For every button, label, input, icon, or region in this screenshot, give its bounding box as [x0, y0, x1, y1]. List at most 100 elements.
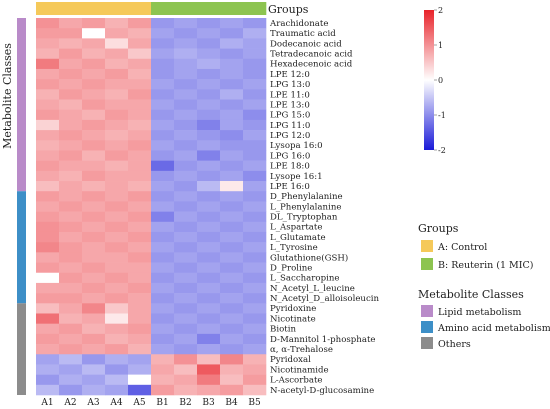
heatmap-cell — [36, 99, 60, 111]
heatmap-cell — [128, 201, 152, 212]
heatmap-cell — [59, 313, 83, 324]
heatmap-cell — [82, 58, 106, 70]
heatmap-cell — [197, 140, 221, 151]
heatmap-cell — [151, 364, 175, 375]
heatmap-cell — [151, 211, 175, 223]
heatmap-cell — [151, 344, 175, 355]
heatmap-cell — [59, 333, 83, 345]
heatmap-cell — [220, 170, 244, 182]
heatmap-cell — [220, 344, 244, 355]
heatmap-cell — [59, 211, 83, 223]
heatmap-cell — [36, 282, 60, 294]
heatmap-cell — [105, 99, 129, 111]
heatmap-cell — [82, 119, 106, 131]
row-label: L_Saccharopine — [270, 274, 339, 284]
heatmap-cell — [174, 99, 198, 111]
heatmap-cell — [174, 130, 198, 141]
row-label: Pyridoxine — [270, 304, 316, 314]
classes-legend-swatch — [421, 305, 433, 317]
heatmap-cell — [151, 272, 175, 284]
heatmap-cell — [243, 18, 267, 29]
column-label: B4 — [225, 398, 238, 408]
heatmap-cell — [197, 252, 221, 263]
heatmap-cell — [128, 231, 152, 243]
heatmap-cell — [59, 28, 83, 39]
heatmap-cell — [197, 384, 221, 396]
scale-tick-label: 2 — [438, 6, 443, 15]
heatmap-cell — [82, 170, 106, 182]
heatmap-cell — [82, 160, 106, 172]
heatmap-cell — [197, 262, 221, 274]
heatmap-cell — [36, 170, 60, 182]
heatmap-cell — [82, 130, 106, 141]
heatmap-cell — [151, 313, 175, 324]
heatmap-cell — [105, 242, 129, 253]
heatmap-cell — [220, 293, 244, 304]
heatmap-cell — [151, 79, 175, 90]
scale-tick-label: -2 — [438, 146, 446, 155]
heatmap-cell — [243, 89, 267, 100]
heatmap-cell — [243, 211, 267, 223]
heatmap-cell — [36, 293, 60, 304]
heatmap-cell — [174, 252, 198, 263]
heatmap-cell — [243, 170, 267, 182]
heatmap-cell — [151, 58, 175, 70]
heatmap-cell — [174, 181, 198, 192]
heatmap-cell — [197, 333, 221, 345]
heatmap-cell — [197, 313, 221, 324]
heatmap-cell — [36, 384, 60, 396]
heatmap-cell — [128, 99, 152, 111]
groups-legend-swatch — [421, 240, 433, 252]
heatmap-cell — [243, 181, 267, 192]
row-label: Nicotinamide — [270, 365, 329, 375]
heatmap-cell — [82, 344, 106, 355]
heatmap-cell — [243, 374, 267, 386]
heatmap-cell — [220, 313, 244, 324]
heatmap-cell — [174, 28, 198, 39]
heatmap-cell — [174, 313, 198, 324]
heatmap-cell — [59, 201, 83, 212]
heatmap-cell — [128, 272, 152, 284]
heatmap-cell — [243, 282, 267, 294]
heatmap-cell — [174, 242, 198, 253]
heatmap-cell — [128, 119, 152, 131]
group-bar-A4 — [105, 2, 129, 15]
heatmap-cell — [59, 323, 83, 335]
heatmap-cell — [220, 58, 244, 70]
heatmap-cell — [174, 18, 198, 29]
heatmap-cell — [151, 231, 175, 243]
heatmap-cell — [105, 48, 129, 60]
heatmap-cell — [174, 68, 198, 80]
heatmap-cell — [151, 384, 175, 396]
groups-legend-label: A: Control — [437, 242, 487, 253]
heatmap-cell — [82, 48, 106, 60]
heatmap-cell — [36, 38, 60, 49]
heatmap-cell — [174, 282, 198, 294]
heatmap-cell — [59, 191, 83, 202]
heatmap-cell — [82, 231, 106, 243]
heatmap-cell — [174, 364, 198, 375]
heatmap-cell — [151, 68, 175, 80]
row-label: DL_Tryptophan — [270, 213, 338, 223]
heatmap-cell — [243, 272, 267, 284]
row-label: L_Tyrosine — [270, 243, 318, 253]
heatmap-cell — [197, 18, 221, 29]
heatmap-cell — [151, 160, 175, 172]
heatmap-cell — [197, 221, 221, 233]
row-label: Nicotinate — [270, 314, 316, 324]
heatmap-cell — [197, 58, 221, 70]
heatmap-cell — [197, 99, 221, 111]
heatmap-cell — [243, 242, 267, 253]
heatmap-cell — [128, 18, 152, 29]
heatmap-cell — [174, 262, 198, 274]
heatmap-cell — [174, 109, 198, 121]
heatmap-cell — [220, 68, 244, 80]
heatmap-cell — [82, 272, 106, 284]
heatmap-cell — [220, 333, 244, 345]
heatmap-cell — [36, 181, 60, 192]
class-bar-segment — [17, 191, 26, 304]
heatmap-cell — [59, 374, 83, 386]
heatmap-cell — [59, 364, 83, 375]
heatmap-cell — [82, 201, 106, 212]
heatmap-cell — [174, 150, 198, 161]
